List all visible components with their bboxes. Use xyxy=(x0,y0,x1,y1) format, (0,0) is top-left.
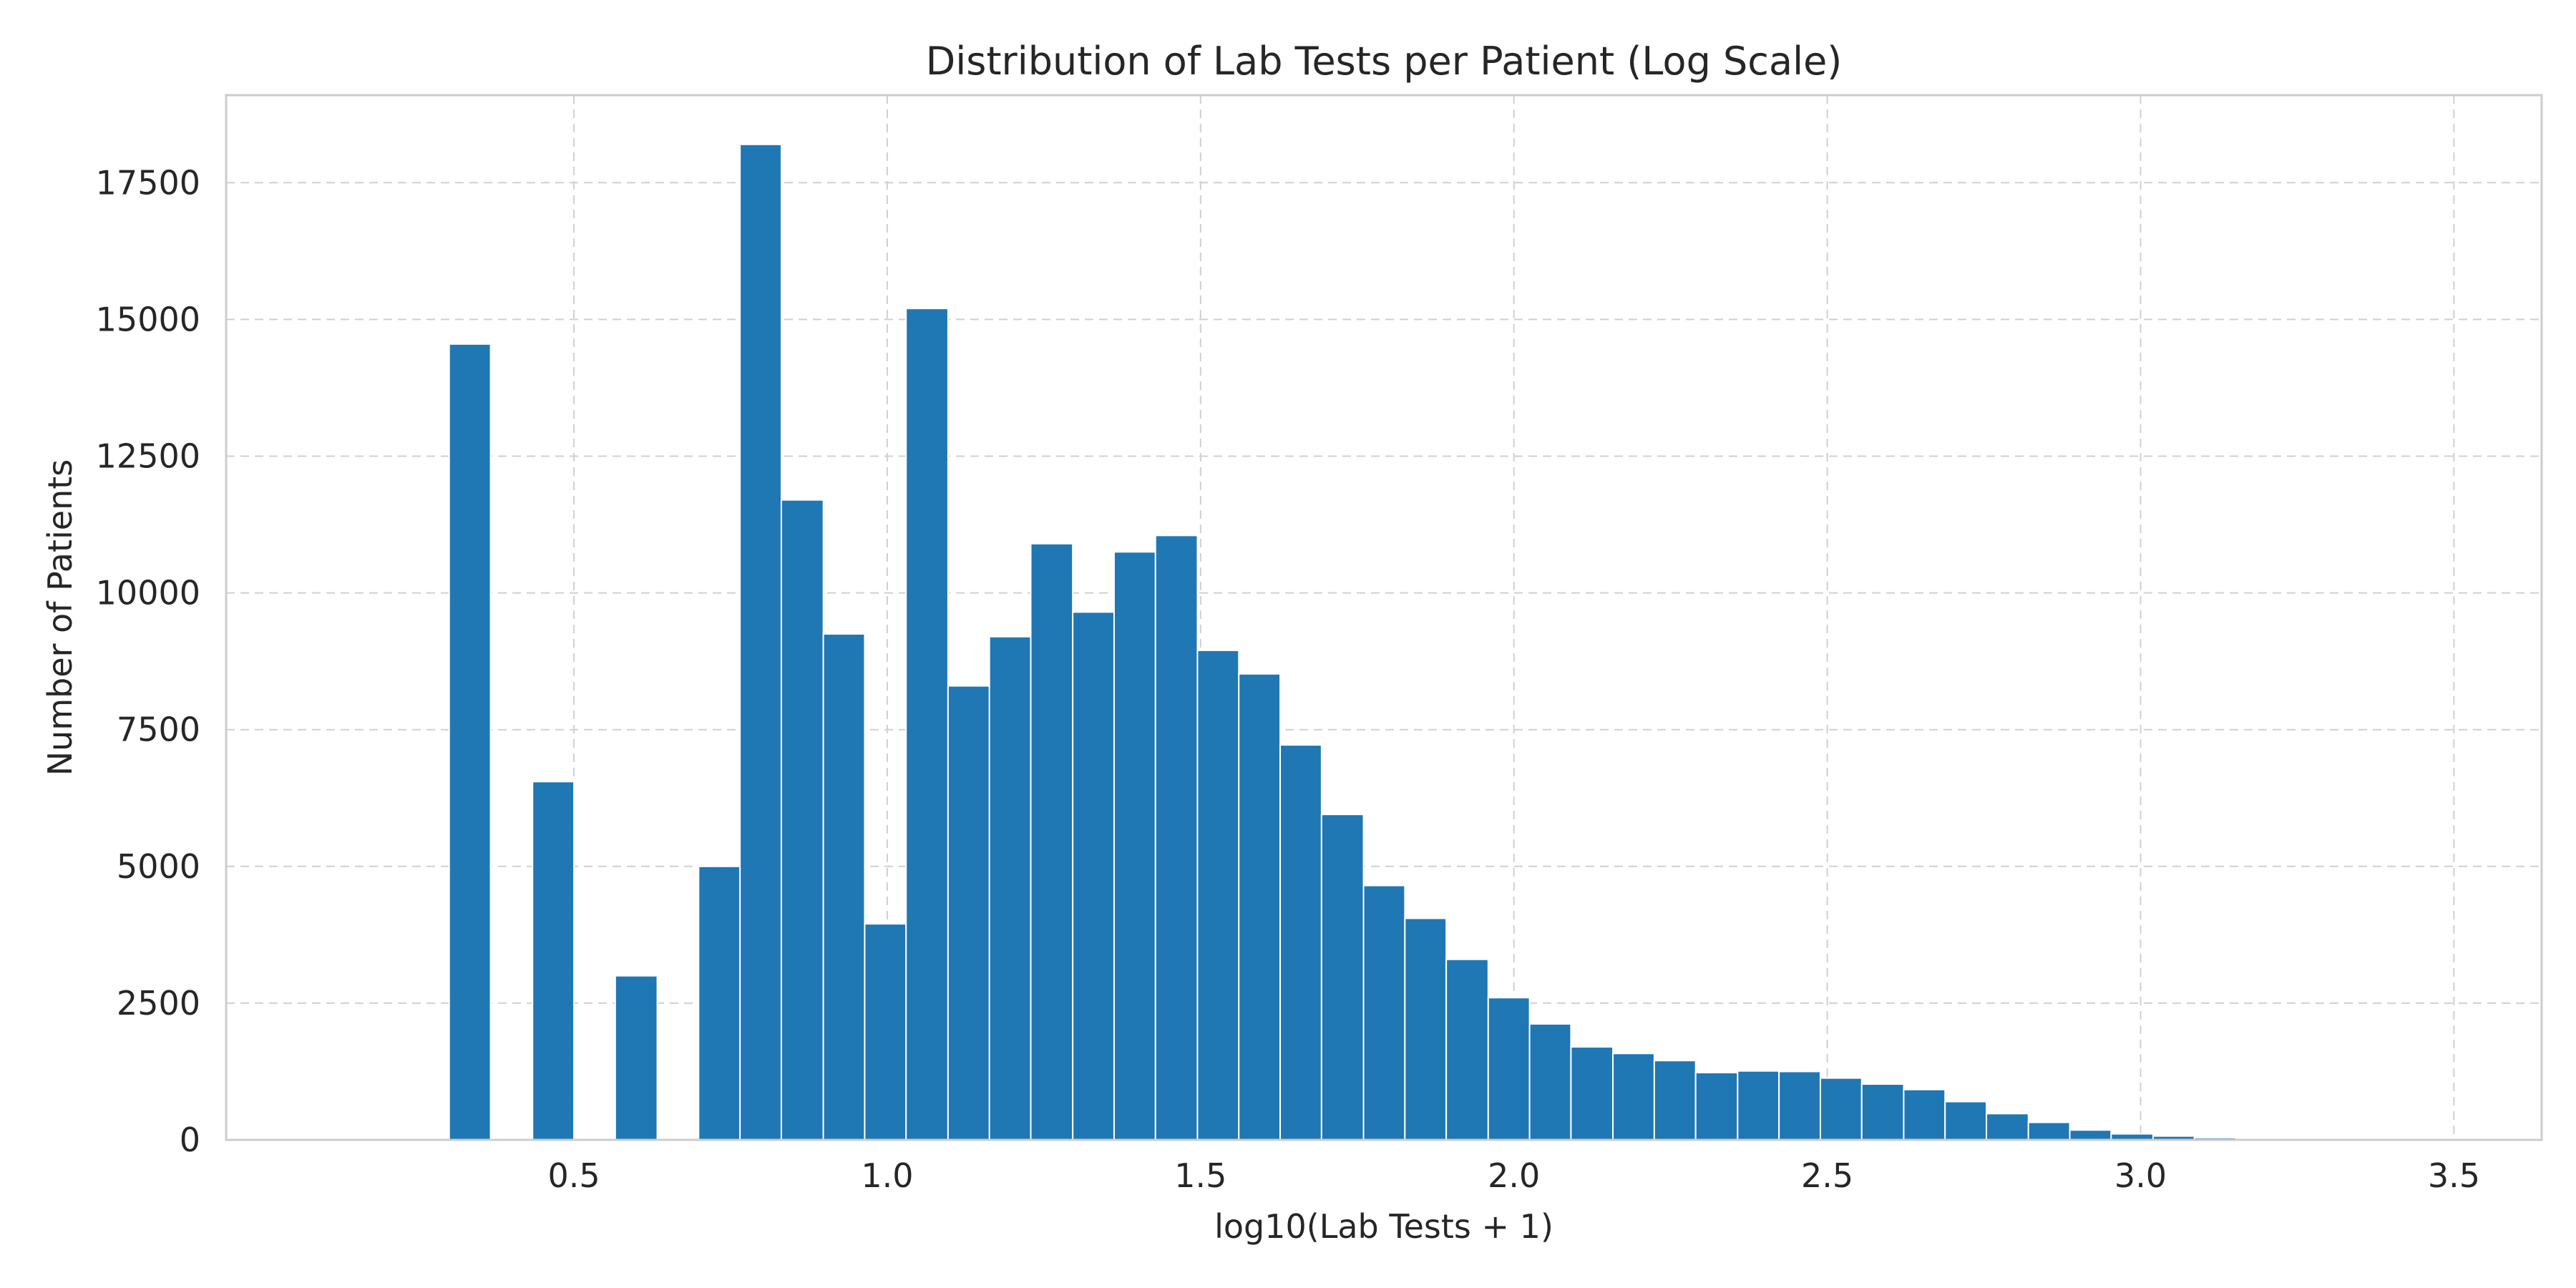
y-tick-label: 10000 xyxy=(96,574,200,613)
x-tick-label: 3.0 xyxy=(2114,1156,2167,1195)
histogram-bar xyxy=(448,343,492,1141)
histogram-bar xyxy=(1528,1023,1572,1141)
histogram-bar xyxy=(1030,542,1074,1141)
histogram-bar xyxy=(1944,1101,1988,1141)
x-tick-label: 1.5 xyxy=(1174,1156,1226,1195)
y-tick-label: 0 xyxy=(180,1121,200,1159)
histogram-bar xyxy=(698,865,741,1141)
x-tick-label: 0.5 xyxy=(547,1156,600,1195)
histogram-bar xyxy=(739,143,782,1141)
y-tick-label: 12500 xyxy=(96,437,200,476)
histogram-bar xyxy=(905,308,949,1141)
histogram-bar xyxy=(822,633,866,1141)
y-tick-label: 17500 xyxy=(96,163,200,202)
histogram-bar xyxy=(1320,814,1365,1141)
histogram-bar xyxy=(1986,1113,2029,1141)
x-tick-label: 2.0 xyxy=(1488,1156,1540,1195)
plot-frame xyxy=(225,94,2543,1141)
histogram-bar xyxy=(1196,649,1240,1141)
histogram-bar xyxy=(614,975,658,1141)
y-axis-label: Number of Patients xyxy=(41,459,79,776)
histogram-bar xyxy=(1694,1071,1739,1141)
histogram-bar xyxy=(1737,1070,1780,1141)
x-tick-label: 3.5 xyxy=(2428,1156,2480,1195)
histogram-bar xyxy=(780,499,824,1141)
x-tick-label: 2.5 xyxy=(1801,1156,1853,1195)
histogram-bar xyxy=(1154,535,1199,1141)
y-tick-label: 7500 xyxy=(117,711,200,749)
x-tick-label: 1.0 xyxy=(861,1156,913,1195)
histogram-bar xyxy=(1778,1070,1821,1141)
histogram-bar xyxy=(532,781,575,1141)
histogram-bar xyxy=(1404,917,1448,1141)
histogram-bar xyxy=(1903,1088,1946,1141)
histogram-bar xyxy=(1279,744,1322,1141)
y-tick-label: 2500 xyxy=(117,984,200,1023)
histogram-bar xyxy=(1445,958,1489,1141)
histogram-bar xyxy=(1072,611,1115,1141)
chart-title: Distribution of Lab Tests per Patient (L… xyxy=(926,39,1843,84)
histogram-bar xyxy=(2069,1129,2112,1141)
histogram-bar xyxy=(1819,1077,1863,1141)
histogram-bar xyxy=(1487,997,1531,1141)
bars xyxy=(448,143,2528,1141)
grid-lines xyxy=(226,95,2542,1140)
y-tick-labels: 0 2500 5000 7500 10000 12500 15000 17500 xyxy=(96,163,200,1159)
histogram-bar xyxy=(1653,1060,1697,1141)
histogram-bar xyxy=(1238,673,1282,1141)
histogram-bar xyxy=(1612,1053,1655,1141)
histogram-bar xyxy=(1860,1083,1905,1141)
y-tick-label: 5000 xyxy=(117,847,200,886)
histogram-bar xyxy=(1362,884,1406,1141)
x-axis-label: log10(Lab Tests + 1) xyxy=(1214,1207,1553,1246)
histogram-bar xyxy=(2027,1121,2071,1141)
histogram-bar xyxy=(1570,1046,1614,1141)
y-tick-label: 15000 xyxy=(96,300,200,338)
histogram-bar xyxy=(864,923,907,1141)
histogram-bar xyxy=(988,635,1032,1141)
x-tick-labels: 0.5 1.0 1.5 2.0 2.5 3.0 3.5 xyxy=(547,1156,2479,1195)
histogram-bar xyxy=(947,685,990,1141)
histogram-bar xyxy=(1113,551,1156,1141)
